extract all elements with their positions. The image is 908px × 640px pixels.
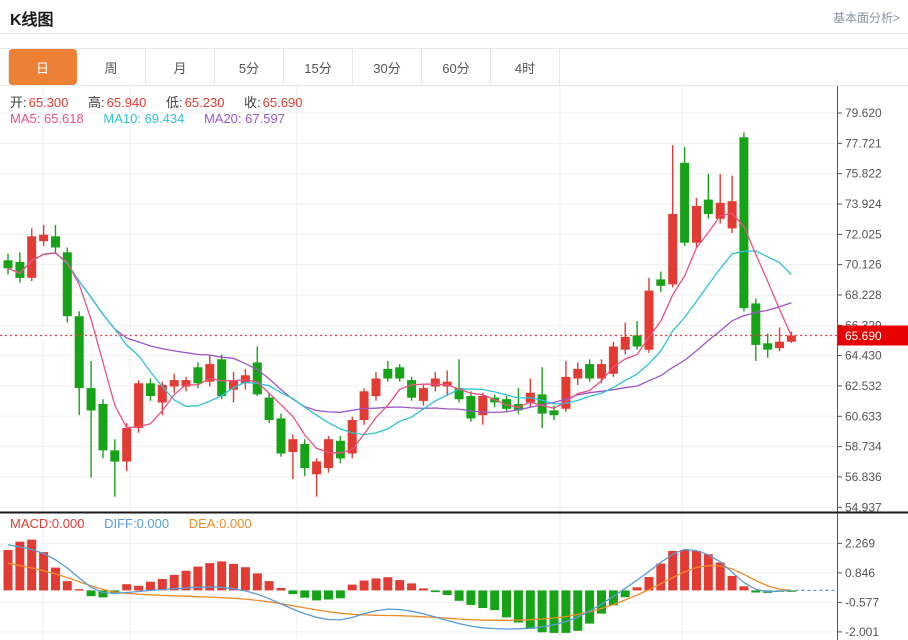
svg-text:70.126: 70.126	[845, 258, 882, 272]
ma10-label: MA10:	[103, 111, 141, 126]
diff-line	[7, 544, 792, 630]
tab-30min[interactable]: 30分	[353, 49, 422, 85]
svg-text:54.937: 54.937	[845, 500, 882, 514]
ohlc-legend: 开: 65.300 高: 65.940 低: 65.230 收: 65.690	[10, 92, 318, 111]
page-title: K线图	[10, 12, 54, 29]
close-value: 65.690	[262, 95, 303, 110]
svg-text:64.430: 64.430	[845, 349, 882, 363]
interval-tabbar: 日 周 月 5分 15分 30分 60分 4时	[0, 48, 908, 86]
macd-label: MACD:	[10, 516, 52, 531]
ma10-line	[7, 250, 792, 436]
svg-text:-0.577: -0.577	[845, 595, 879, 609]
svg-text:2.269: 2.269	[845, 536, 875, 550]
svg-text:62.532: 62.532	[845, 379, 882, 393]
close-label: 收:	[244, 95, 261, 110]
tab-4hour[interactable]: 4时	[491, 49, 560, 85]
high-value: 65.940	[106, 95, 147, 110]
open-label: 开:	[10, 95, 27, 110]
svg-text:58.734: 58.734	[845, 440, 882, 454]
high-label: 高:	[88, 95, 105, 110]
ma5-label: MA5:	[10, 111, 41, 126]
ma5-value: 65.618	[43, 111, 84, 126]
ma20-line	[7, 252, 792, 414]
svg-text:65.690: 65.690	[845, 329, 882, 343]
macd-histogram	[3, 539, 796, 633]
dea-line	[7, 562, 792, 621]
ma-legend: MA5: 65.618 MA10: 69.434 MA20: 67.597	[10, 111, 301, 126]
tab-day[interactable]: 日	[8, 49, 77, 85]
header-divider	[0, 33, 908, 34]
ma10-value: 69.434	[144, 111, 185, 126]
svg-text:72.025: 72.025	[845, 227, 882, 241]
svg-text:56.836: 56.836	[845, 470, 882, 484]
diff-value: 0.000	[136, 516, 170, 531]
low-label: 低:	[166, 95, 183, 110]
svg-text:-2.001: -2.001	[845, 625, 879, 639]
svg-text:73.924: 73.924	[845, 197, 882, 211]
dea-label: DEA:	[188, 516, 220, 531]
low-value: 65.230	[184, 95, 225, 110]
tab-60min[interactable]: 60分	[422, 49, 491, 85]
macd-legend: MACD:0.000 DIFF:0.000 DEA:0.000	[10, 516, 268, 531]
svg-text:68.228: 68.228	[845, 288, 882, 302]
current-price-badge: 65.690	[838, 325, 908, 346]
svg-text:75.822: 75.822	[845, 167, 882, 181]
tab-5min[interactable]: 5分	[215, 49, 284, 85]
svg-text:77.721: 77.721	[845, 136, 882, 150]
diff-label: DIFF:	[104, 516, 137, 531]
dea-value: 0.000	[219, 516, 252, 531]
fundamental-analysis-link[interactable]: 基本面分析>	[832, 11, 900, 25]
tab-month[interactable]: 月	[146, 49, 215, 85]
ma20-label: MA20:	[203, 111, 242, 126]
macd-value: 0.000	[51, 516, 85, 531]
ma20-value: 67.597	[245, 111, 285, 126]
svg-text:79.620: 79.620	[845, 106, 882, 120]
svg-text:0.846: 0.846	[845, 566, 875, 580]
price-axis: 79.620 77.721 75.822 73.924 72.025 70.126 68.2…	[837, 86, 882, 640]
tab-15min[interactable]: 15分	[284, 49, 353, 85]
candles	[3, 132, 796, 497]
tab-week[interactable]: 周	[77, 49, 146, 85]
open-value: 65.300	[28, 95, 69, 110]
ma5-line	[7, 212, 792, 454]
svg-text:60.633: 60.633	[845, 409, 882, 423]
